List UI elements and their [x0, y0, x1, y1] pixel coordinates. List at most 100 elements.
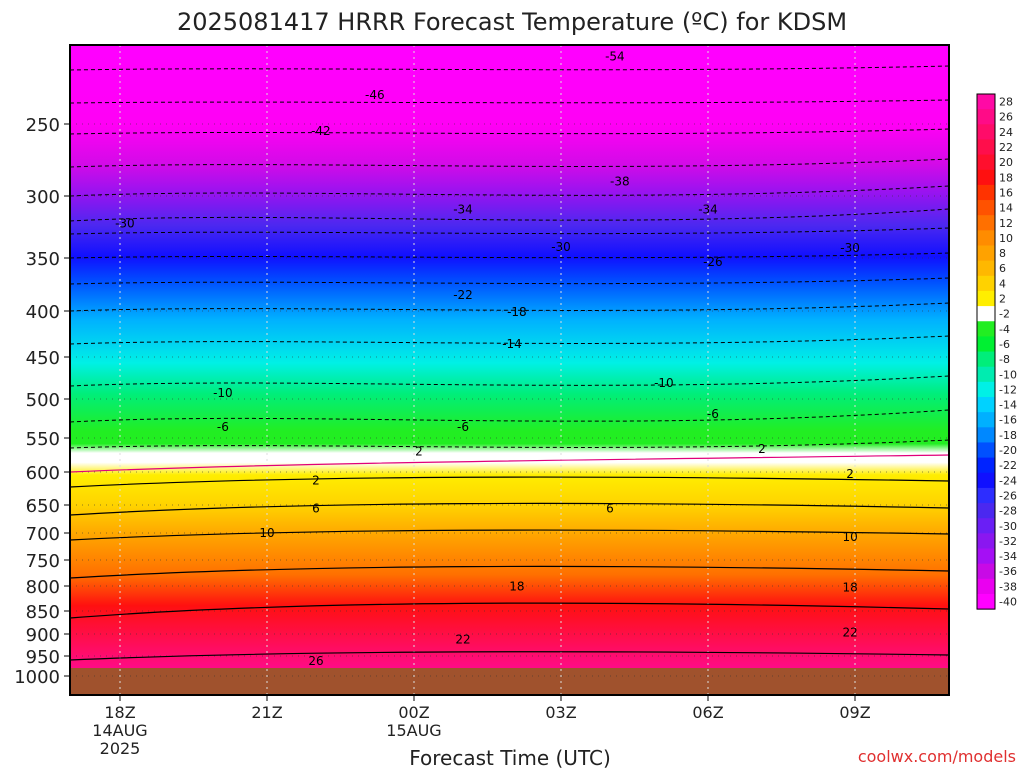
plot-frame	[69, 44, 950, 696]
colorbar-label: -14	[999, 399, 1017, 412]
contour-line-negative	[69, 185, 950, 197]
colorbar-swatch	[977, 94, 995, 110]
y-tick-label: 600	[26, 463, 60, 484]
colorbar-label: -30	[999, 520, 1017, 533]
contour-label: 2	[312, 474, 320, 488]
y-tick-label: 400	[26, 302, 60, 323]
colorbar-label: 6	[999, 262, 1006, 275]
colorbar-swatch	[977, 593, 995, 610]
colorbar-label: -8	[999, 353, 1010, 366]
colorbar-label: -2	[999, 308, 1010, 321]
x-tick-label: 15AUG	[386, 721, 441, 740]
colorbar-swatch	[977, 124, 995, 140]
surface-ground	[70, 668, 949, 695]
y-tick-label: 800	[26, 577, 60, 598]
contour-label: -30	[840, 241, 860, 255]
contour-line-negative	[69, 335, 950, 345]
contour-label: -6	[457, 420, 469, 434]
contour-line-negative	[69, 252, 950, 259]
colorbar-label: 10	[999, 232, 1013, 245]
contour-line-negative	[69, 158, 950, 168]
x-tick-label: 09Z	[839, 703, 870, 722]
y-tick-label: 750	[26, 551, 60, 572]
contour-line-negative	[69, 208, 950, 222]
colorbar-label: -26	[999, 489, 1017, 502]
contour-label: -30	[115, 216, 135, 230]
colorbar-label: 2	[999, 293, 1006, 306]
colorbar-swatch	[977, 230, 995, 246]
colorbar-label: -22	[999, 459, 1017, 472]
colorbar-label: 24	[999, 126, 1013, 139]
x-tick-label: 03Z	[545, 703, 576, 722]
y-tick-label: 650	[26, 496, 60, 517]
contour-label: 2	[415, 445, 423, 459]
plot-background	[70, 45, 949, 668]
colorbar-swatch	[977, 578, 995, 595]
colorbar-label: 26	[999, 111, 1013, 124]
colorbar-swatch	[977, 260, 995, 277]
colorbar-swatch	[977, 366, 995, 383]
chart-title: 2025081417 HRRR Forecast Temperature (ºC…	[177, 8, 847, 36]
y-tick-label: 450	[26, 348, 60, 369]
contour-label: 26	[308, 654, 323, 668]
colorbar-swatch	[977, 245, 995, 262]
contour-label: 2	[758, 442, 766, 456]
contour-line-negative	[69, 128, 950, 135]
contour-label: -22	[453, 288, 473, 302]
contour-label: -30	[551, 240, 571, 254]
colorbar-label: -32	[999, 535, 1017, 548]
contour-label: 10	[842, 530, 857, 544]
contour-line-negative	[69, 375, 950, 387]
contour-line-negative	[69, 277, 950, 285]
y-tick-label: 350	[26, 249, 60, 270]
colorbar-swatch	[977, 290, 995, 307]
colorbar-label: 4	[999, 277, 1006, 290]
colorbar-swatch	[977, 533, 995, 549]
colorbar-swatch	[977, 184, 995, 201]
colorbar-label: -28	[999, 505, 1017, 518]
y-tick-label: 850	[26, 602, 60, 623]
contour-line-negative	[69, 439, 950, 449]
credit-text: coolwx.com/models	[858, 747, 1016, 766]
x-tick-label: 14AUG	[92, 721, 147, 740]
colorbar-swatch	[977, 154, 995, 171]
colorbar-label: -4	[999, 323, 1010, 336]
colorbar-label: -34	[999, 550, 1017, 563]
contour-label: -6	[217, 420, 229, 434]
colorbar-swatch	[977, 109, 995, 125]
y-tick-label: 950	[26, 647, 60, 668]
colorbar-label: -24	[999, 474, 1017, 487]
contour-line-negative	[69, 409, 950, 423]
colorbar-label: -18	[999, 429, 1017, 442]
colorbar-swatch	[977, 306, 995, 322]
contour-line-positive	[69, 602, 950, 619]
colorbar-label: 18	[999, 171, 1013, 184]
contour-line-positive	[69, 651, 950, 661]
contour-label: -42	[311, 124, 331, 138]
colorbar-swatch	[977, 351, 995, 368]
y-axis: 2503003504004505005506006507007508008509…	[14, 115, 70, 688]
colorbar-label: -38	[999, 580, 1017, 593]
contour-lines	[69, 65, 950, 661]
colorbar-swatch	[977, 139, 995, 156]
contour-label: -18	[507, 305, 527, 319]
contour-line-freezing	[69, 454, 950, 473]
contour-labels: -54 -46 -42 -38 -34 -34 -30 -30 -30 -26 -22 -18 -14 -…	[115, 49, 860, 668]
x-tick-label: 06Z	[692, 703, 723, 722]
colorbar-label: -10	[999, 368, 1017, 381]
colorbar-label: -36	[999, 565, 1017, 578]
contour-label: -38	[610, 175, 630, 189]
colorbar-label: -20	[999, 444, 1017, 457]
colorbar-swatch	[977, 336, 995, 353]
contour-line-negative	[69, 302, 950, 312]
contour-label: 6	[312, 501, 320, 515]
colorbar-swatch	[977, 200, 995, 216]
colorbar-label: 20	[999, 156, 1013, 169]
colorbar-label: -16	[999, 414, 1017, 427]
colorbar-frame	[976, 93, 996, 610]
contour-label: 22	[455, 633, 470, 647]
colorbar-label: 8	[999, 247, 1006, 260]
y-tick-label: 300	[26, 187, 60, 208]
colorbar-swatch	[977, 321, 995, 337]
